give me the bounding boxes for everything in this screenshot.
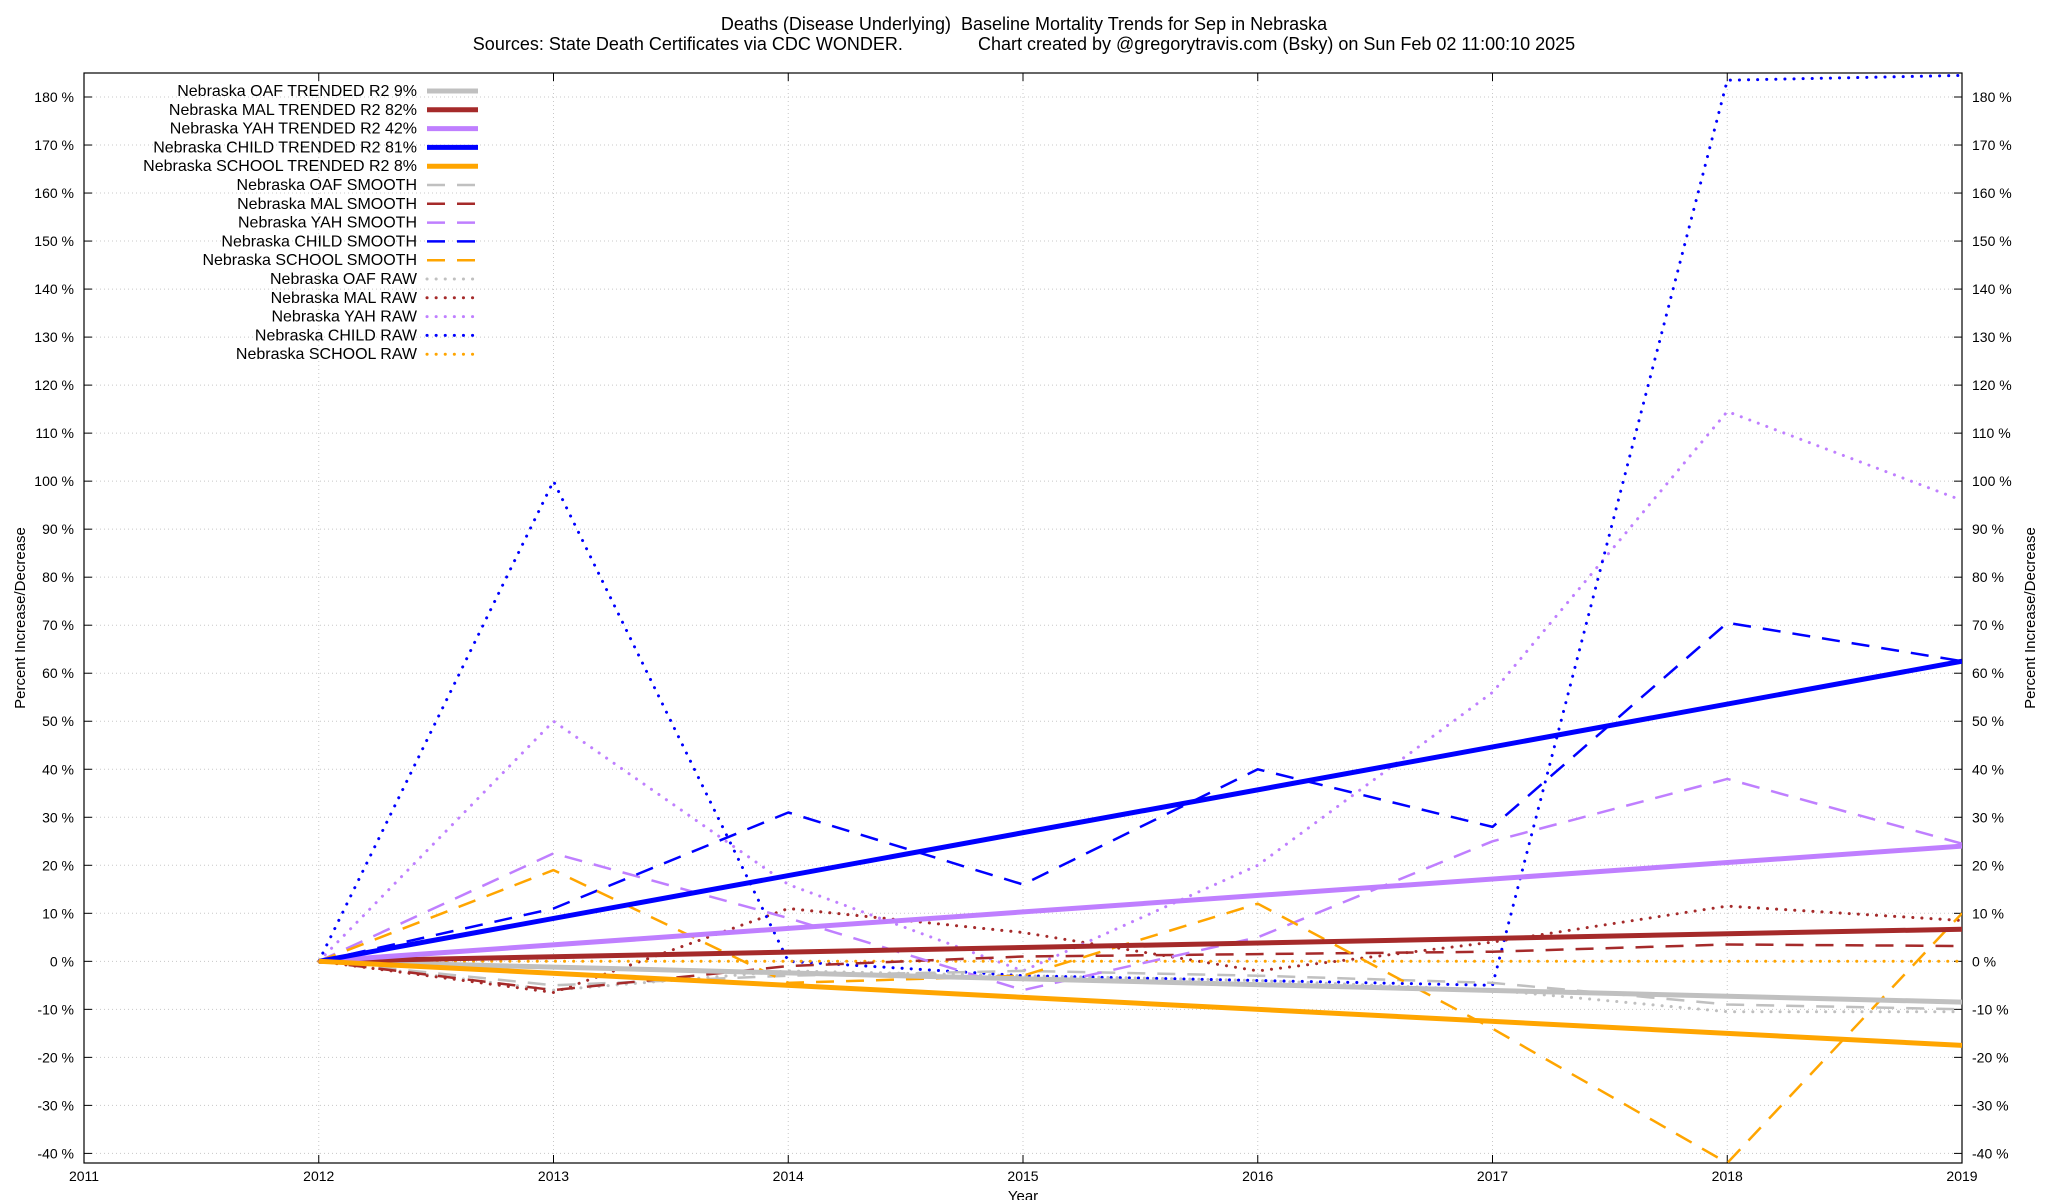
legend-label: Nebraska SCHOOL SMOOTH <box>202 252 417 269</box>
y2-axis-label: Percent Increase/Decrease <box>2022 527 2039 709</box>
y2-tick-label: 30 % <box>1972 809 2004 825</box>
x-tick-label: 2011 <box>69 1168 99 1184</box>
legend-label: Nebraska YAH RAW <box>271 309 417 326</box>
chart-subtitle: Sources: State Death Certificates via CD… <box>472 34 1576 54</box>
y2-tick-label: 10 % <box>1972 905 2004 921</box>
legend-label: Nebraska CHILD TRENDED R2 81% <box>153 139 417 156</box>
x-tick-label: 2014 <box>773 1168 804 1184</box>
y-tick-label: 0 % <box>50 953 74 969</box>
x-tick-label: 2019 <box>1946 1168 1977 1184</box>
series-line-yah-smooth <box>318 777 1962 992</box>
x-tick-label: 2017 <box>1477 1168 1508 1184</box>
y-tick-label: 110 % <box>35 425 74 441</box>
legend-label: Nebraska MAL RAW <box>271 290 418 307</box>
legend-label: Nebraska OAF SMOOTH <box>237 177 417 194</box>
y2-tick-label: 140 % <box>1972 281 2012 297</box>
y2-tick-label: 50 % <box>1972 713 2004 729</box>
y2-tick-label: -10 % <box>1972 1001 2009 1017</box>
y-tick-label: 120 % <box>34 377 74 393</box>
y-tick-label: 180 % <box>34 89 74 105</box>
y2-tick-label: 70 % <box>1972 617 2004 633</box>
series-line-oaf-smooth <box>318 960 1962 1011</box>
series-line-school-trend <box>318 958 1962 1048</box>
y2-tick-label: 130 % <box>1972 329 2012 345</box>
y2-tick-label: 40 % <box>1972 761 2004 777</box>
x-tick-label: 2016 <box>1242 1168 1273 1184</box>
y2-tick-label: 20 % <box>1972 857 2004 873</box>
y2-tick-label: 80 % <box>1972 569 2004 585</box>
y2-tick-label: 180 % <box>1972 89 2012 105</box>
y-tick-label: 90 % <box>42 521 74 537</box>
y-tick-label: 140 % <box>34 281 74 297</box>
y2-tick-label: 0 % <box>1972 953 1996 969</box>
y-tick-label: 150 % <box>34 233 74 249</box>
legend-label: Nebraska YAH SMOOTH <box>238 215 417 232</box>
series-line-child-smooth <box>318 621 1962 963</box>
series-line-mal-smooth <box>318 943 1962 992</box>
y-tick-label: -20 % <box>37 1049 74 1065</box>
y2-tick-label: -20 % <box>1972 1049 2009 1065</box>
legend: Nebraska OAF TRENDED R2 9% Nebraska MAL T… <box>143 83 480 363</box>
y2-tick-label: 120 % <box>1972 377 2012 393</box>
y2-tick-label: 150 % <box>1972 233 2012 249</box>
y2-tick-label: 160 % <box>1972 185 2012 201</box>
y-tick-label: -40 % <box>37 1145 74 1161</box>
y-tick-label: 170 % <box>34 137 74 153</box>
tick-layer: 2011 2012 2013 2014 2015 2016 2017 2018 2019 -40 … <box>34 73 2012 1184</box>
y-tick-label: 30 % <box>42 809 74 825</box>
y-tick-label: 20 % <box>42 857 74 873</box>
series-line-child-raw <box>317 73 1962 987</box>
y-tick-label: 50 % <box>42 713 74 729</box>
x-tick-label: 2018 <box>1712 1168 1743 1184</box>
x-tick-label: 2015 <box>1007 1168 1038 1184</box>
y-tick-label: 70 % <box>42 617 74 633</box>
legend-label: Nebraska CHILD RAW <box>255 327 418 344</box>
y-tick-label: 100 % <box>34 473 74 489</box>
legend-label: Nebraska OAF TRENDED R2 9% <box>177 83 417 100</box>
series-line-mal-trend <box>318 926 1962 964</box>
legend-label: Nebraska MAL SMOOTH <box>237 196 417 213</box>
y-tick-label: -30 % <box>37 1097 74 1113</box>
y2-tick-label: 60 % <box>1972 665 2004 681</box>
series-layer <box>317 73 1962 1163</box>
series-line-yah-trend <box>318 843 1962 964</box>
x-tick-label: 2013 <box>538 1168 569 1184</box>
chart-title: Deaths (Disease Underlying) Baseline Mor… <box>720 14 1328 34</box>
legend-label: Nebraska SCHOOL TRENDED R2 8% <box>143 158 417 175</box>
series-line-school-smooth <box>318 868 1962 1163</box>
legend-label: Nebraska OAF RAW <box>270 271 418 288</box>
x-tick-label: 2012 <box>303 1168 334 1184</box>
y-tick-label: 130 % <box>34 329 74 345</box>
y-tick-label: 60 % <box>42 665 74 681</box>
y2-tick-label: -40 % <box>1972 1145 2009 1161</box>
series-line-child-trend <box>318 658 1962 964</box>
y-tick-label: 80 % <box>42 569 74 585</box>
y2-tick-label: 110 % <box>1972 425 2011 441</box>
series-line-oaf-trend <box>318 958 1962 1005</box>
y2-tick-label: 90 % <box>1972 521 2004 537</box>
y2-tick-label: 100 % <box>1972 473 2012 489</box>
y-axis-label: Percent Increase/Decrease <box>12 527 29 709</box>
y2-tick-label: 170 % <box>1972 137 2012 153</box>
x-axis-label: Year <box>1008 1188 1038 1200</box>
y2-tick-label: -30 % <box>1972 1097 2009 1113</box>
y-tick-label: 160 % <box>34 185 74 201</box>
legend-label: Nebraska YAH TRENDED R2 42% <box>170 121 417 138</box>
legend-label: Nebraska MAL TRENDED R2 82% <box>169 102 417 119</box>
series-line-oaf-raw <box>317 959 1962 1014</box>
series-line-yah-raw <box>317 410 1962 973</box>
y-tick-label: 40 % <box>42 761 74 777</box>
y-tick-label: 10 % <box>42 905 74 921</box>
legend-label: Nebraska CHILD SMOOTH <box>221 233 417 250</box>
grid-layer <box>84 73 1962 1163</box>
legend-label: Nebraska SCHOOL RAW <box>236 346 418 363</box>
y-tick-label: -10 % <box>37 1001 74 1017</box>
